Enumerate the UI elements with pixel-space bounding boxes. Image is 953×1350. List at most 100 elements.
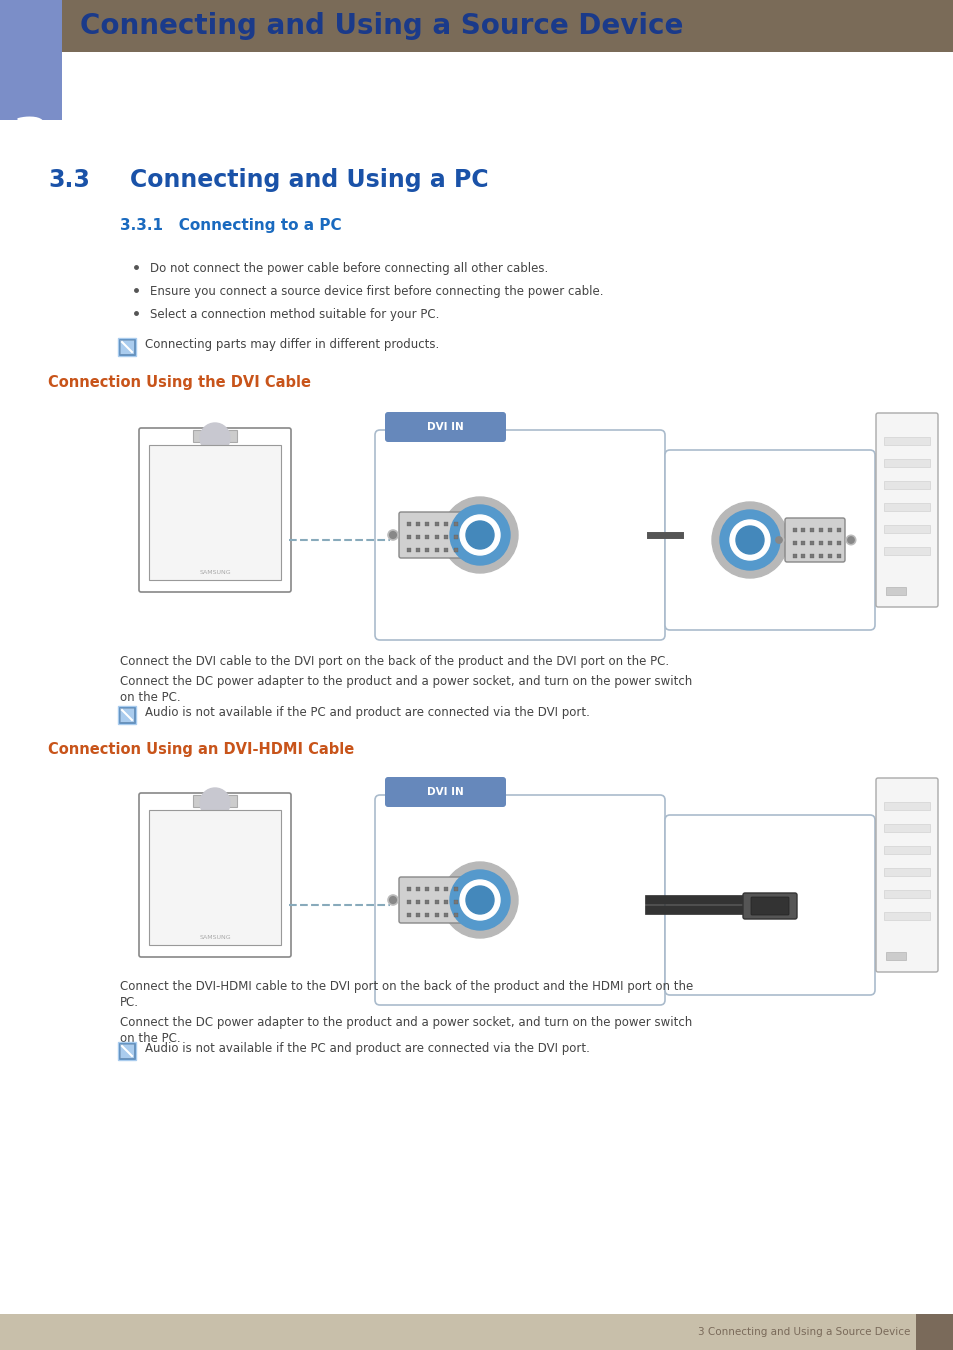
Bar xyxy=(885,587,905,595)
Bar xyxy=(407,535,411,539)
Bar xyxy=(809,541,813,545)
Bar xyxy=(118,706,136,724)
FancyBboxPatch shape xyxy=(398,878,461,923)
Bar xyxy=(818,554,822,558)
Bar xyxy=(120,1044,133,1058)
Bar xyxy=(416,548,419,552)
Bar xyxy=(118,1042,136,1060)
Text: SAMSUNG: SAMSUNG xyxy=(199,936,231,940)
FancyBboxPatch shape xyxy=(139,428,291,593)
Bar xyxy=(836,554,841,558)
Bar xyxy=(416,900,419,904)
Circle shape xyxy=(847,537,853,543)
Bar xyxy=(883,437,929,446)
Bar xyxy=(801,528,804,532)
Bar xyxy=(836,528,841,532)
Bar xyxy=(883,504,929,512)
Circle shape xyxy=(441,497,517,572)
Bar xyxy=(809,554,813,558)
Bar xyxy=(818,528,822,532)
Bar xyxy=(827,554,831,558)
Circle shape xyxy=(463,896,470,903)
Text: 3 Connecting and Using a Source Device: 3 Connecting and Using a Source Device xyxy=(697,1327,909,1336)
Bar xyxy=(435,913,438,917)
Text: DVI IN: DVI IN xyxy=(426,423,463,432)
Circle shape xyxy=(389,896,396,903)
Bar xyxy=(120,340,133,354)
Bar xyxy=(801,541,804,545)
Text: on the PC.: on the PC. xyxy=(120,691,180,703)
Bar xyxy=(883,913,929,919)
Circle shape xyxy=(459,514,499,555)
FancyBboxPatch shape xyxy=(385,412,505,441)
Circle shape xyxy=(389,532,396,539)
FancyBboxPatch shape xyxy=(375,795,664,1004)
Circle shape xyxy=(775,537,781,543)
Bar xyxy=(883,890,929,898)
Circle shape xyxy=(465,521,494,549)
Bar xyxy=(435,522,438,526)
Bar xyxy=(454,913,457,917)
Bar xyxy=(416,522,419,526)
Text: Connect the DVI cable to the DVI port on the back of the product and the DVI por: Connect the DVI cable to the DVI port on… xyxy=(120,655,668,668)
FancyBboxPatch shape xyxy=(664,815,874,995)
Bar xyxy=(443,887,448,891)
Text: Do not connect the power cable before connecting all other cables.: Do not connect the power cable before co… xyxy=(150,262,548,275)
FancyBboxPatch shape xyxy=(139,792,291,957)
Bar xyxy=(407,900,411,904)
Bar xyxy=(424,887,429,891)
Bar xyxy=(193,431,236,441)
Bar xyxy=(883,459,929,467)
Bar xyxy=(118,338,136,356)
Bar xyxy=(120,340,133,354)
Bar xyxy=(416,887,419,891)
Bar xyxy=(915,1314,953,1350)
Bar xyxy=(407,913,411,917)
Text: Connecting and Using a Source Device: Connecting and Using a Source Device xyxy=(80,12,682,40)
FancyBboxPatch shape xyxy=(750,896,788,915)
Circle shape xyxy=(450,505,510,566)
Bar xyxy=(407,548,411,552)
Bar xyxy=(416,913,419,917)
Bar xyxy=(792,528,796,532)
Circle shape xyxy=(459,880,499,919)
Circle shape xyxy=(388,531,397,540)
Bar xyxy=(443,548,448,552)
Bar xyxy=(120,1044,133,1058)
Bar xyxy=(883,802,929,810)
Bar xyxy=(435,535,438,539)
Circle shape xyxy=(461,895,472,905)
Bar xyxy=(792,541,796,545)
Bar xyxy=(407,887,411,891)
FancyBboxPatch shape xyxy=(742,892,796,919)
Circle shape xyxy=(711,502,787,578)
Text: Connecting parts may differ in different products.: Connecting parts may differ in different… xyxy=(145,338,438,351)
Bar xyxy=(120,707,133,722)
Text: Select a connection method suitable for your PC.: Select a connection method suitable for … xyxy=(150,308,439,321)
Bar xyxy=(424,900,429,904)
Text: 3: 3 xyxy=(11,115,51,169)
Text: Connecting and Using a PC: Connecting and Using a PC xyxy=(130,167,488,192)
FancyBboxPatch shape xyxy=(784,518,844,562)
Circle shape xyxy=(845,535,855,545)
Bar xyxy=(454,535,457,539)
Bar xyxy=(435,900,438,904)
FancyBboxPatch shape xyxy=(398,512,461,558)
Bar xyxy=(885,952,905,960)
Bar xyxy=(0,0,953,53)
Bar xyxy=(0,1314,953,1350)
Bar xyxy=(883,868,929,876)
Text: Connect the DVI-HDMI cable to the DVI port on the back of the product and the HD: Connect the DVI-HDMI cable to the DVI po… xyxy=(120,980,693,994)
Bar xyxy=(435,548,438,552)
Text: Connect the DC power adapter to the product and a power socket, and turn on the : Connect the DC power adapter to the prod… xyxy=(120,1017,692,1029)
Bar xyxy=(883,846,929,855)
Circle shape xyxy=(200,423,230,454)
Text: Ensure you connect a source device first before connecting the power cable.: Ensure you connect a source device first… xyxy=(150,285,603,298)
Circle shape xyxy=(720,510,780,570)
FancyBboxPatch shape xyxy=(875,413,937,608)
Circle shape xyxy=(774,535,783,545)
Bar xyxy=(836,541,841,545)
Bar xyxy=(416,535,419,539)
Bar xyxy=(454,548,457,552)
Text: Connection Using the DVI Cable: Connection Using the DVI Cable xyxy=(48,375,311,390)
